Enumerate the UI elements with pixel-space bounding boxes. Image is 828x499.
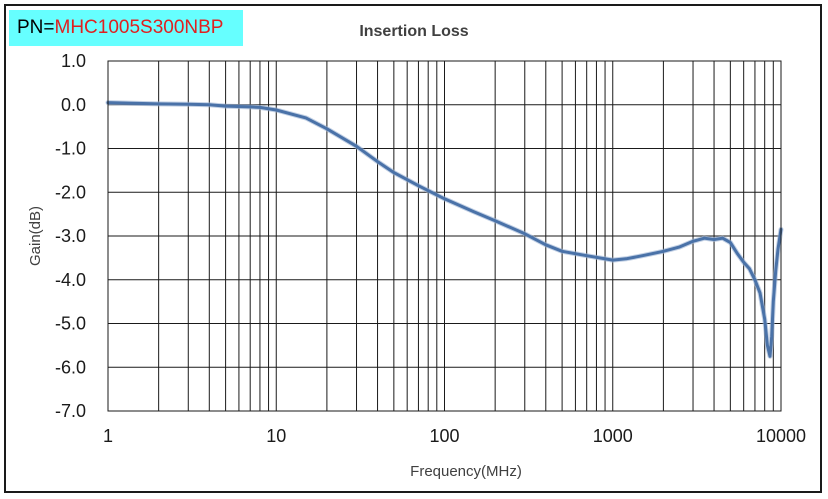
plot-area-border	[107, 60, 782, 412]
x-tick-label: 10000	[756, 426, 806, 446]
x-axis-title: Frequency(MHz)	[410, 463, 522, 480]
y-tick-label: 0.0	[61, 95, 86, 115]
y-tick-label: 1.0	[61, 51, 86, 71]
y-tick-label: -6.0	[55, 357, 86, 377]
series-line	[106, 101, 783, 358]
part-number-label: PN=	[17, 17, 55, 38]
y-tick-label: -1.0	[55, 139, 86, 159]
tick-labels: 1.0 0.0 -1.0 -2.0 -3.0 -4.0 -5.0 -6.0 -7.0 1 10 100…	[55, 51, 806, 446]
grid	[108, 61, 781, 411]
y-tick-label: -7.0	[55, 401, 86, 421]
y-tick-label: -5.0	[55, 314, 86, 334]
x-tick-label: 1000	[593, 426, 633, 446]
x-tick-label: 100	[429, 426, 459, 446]
part-number-badge: PN=MHC1005S300NBP	[9, 10, 243, 46]
chart-title: Insertion Loss	[359, 23, 468, 40]
y-tick-label: -2.0	[55, 182, 86, 202]
y-tick-label: -4.0	[55, 270, 86, 290]
series-layer	[105, 100, 784, 359]
y-tick-label: -3.0	[55, 226, 86, 246]
part-number-value: MHC1005S300NBP	[54, 17, 224, 38]
y-axis-title: Gain(dB)	[27, 206, 44, 266]
x-tick-label: 1	[103, 426, 113, 446]
x-tick-label: 10	[266, 426, 286, 446]
